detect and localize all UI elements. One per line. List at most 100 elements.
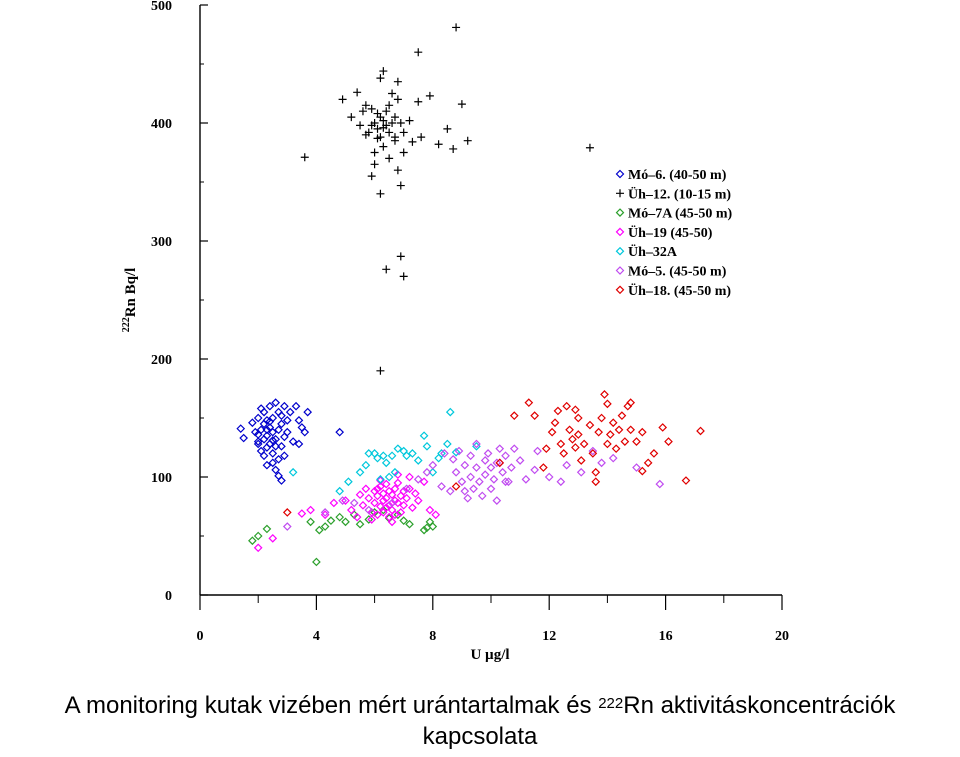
data-point — [346, 505, 356, 515]
data-point — [405, 116, 414, 125]
y-axis-title-main: Rn Bq/l — [123, 268, 139, 318]
data-point — [568, 434, 577, 444]
data-point — [632, 437, 641, 446]
legend-label: Mó–6. (40-50 m) — [628, 168, 727, 183]
data-point — [338, 496, 347, 505]
data-point — [402, 484, 411, 494]
data-point — [472, 463, 481, 472]
data-point — [562, 401, 572, 411]
data-point — [253, 413, 263, 423]
data-point — [501, 451, 510, 461]
data-point — [385, 154, 394, 163]
legend: Mó–6. (40-50 m) Üh–12. (10-15 m) Mó–7A (45… — [615, 168, 733, 299]
x-tick-label: 4 — [313, 629, 320, 644]
data-point — [358, 107, 367, 116]
data-point — [393, 77, 402, 86]
data-point — [376, 189, 385, 198]
legend-marker — [616, 189, 624, 198]
data-point — [387, 451, 397, 461]
data-point — [390, 510, 400, 520]
data-point — [384, 472, 394, 482]
data-point — [314, 525, 324, 535]
data-point — [405, 472, 414, 482]
data-point — [352, 512, 362, 522]
data-point — [492, 496, 502, 505]
data-point — [402, 493, 411, 503]
data-point — [355, 490, 365, 500]
data-point — [521, 475, 531, 484]
data-point — [579, 439, 589, 449]
data-point — [376, 366, 385, 375]
data-point — [367, 121, 376, 130]
data-point — [306, 505, 315, 515]
data-point — [419, 525, 429, 535]
data-point — [265, 417, 275, 426]
data-point — [390, 484, 400, 494]
data-point — [603, 439, 612, 449]
data-point — [585, 420, 595, 430]
data-point — [544, 472, 554, 482]
y-tick-label: 100 — [151, 471, 172, 486]
x-tick-label: 8 — [429, 629, 436, 644]
data-point — [495, 444, 505, 454]
data-point — [355, 467, 365, 477]
y-axis-title-sup: 222 — [121, 317, 132, 332]
data-point — [419, 477, 429, 487]
data-point — [393, 498, 403, 508]
data-point — [370, 498, 379, 508]
data-point — [530, 411, 539, 420]
data-point — [571, 443, 580, 452]
data-point — [373, 510, 382, 520]
data-point — [367, 515, 377, 524]
data-point — [262, 425, 272, 435]
data-point — [253, 531, 263, 541]
legend-label: Üh–19 (45-50) — [628, 224, 713, 241]
data-point — [632, 463, 641, 472]
data-point — [472, 441, 481, 451]
data-point — [463, 493, 473, 503]
data-point — [268, 449, 278, 458]
data-point — [358, 500, 368, 510]
data-point — [507, 463, 516, 472]
data-point — [376, 74, 385, 83]
data-point — [425, 505, 435, 515]
data-point — [381, 493, 391, 503]
data-point — [361, 101, 370, 110]
data-point — [533, 446, 542, 456]
data-point — [399, 272, 408, 281]
x-axis-title: U µg/l — [470, 647, 509, 663]
data-point — [274, 425, 283, 435]
data-point — [338, 95, 347, 104]
data-point — [256, 404, 266, 413]
x-tick-label: 20 — [775, 629, 789, 644]
data-point — [475, 477, 484, 487]
data-point — [553, 406, 563, 416]
data-point — [303, 407, 313, 417]
data-point — [248, 536, 257, 546]
figure-caption: A monitoring kutak vizében mért urántart… — [0, 690, 960, 752]
data-point — [437, 482, 446, 491]
data-point — [588, 446, 598, 456]
data-point — [347, 113, 356, 122]
data-point — [253, 543, 263, 553]
data-point — [460, 460, 470, 470]
data-point — [329, 498, 339, 508]
data-point — [405, 484, 414, 494]
data-point — [399, 128, 408, 137]
data-point — [326, 516, 336, 526]
data-point — [410, 489, 420, 498]
data-point — [413, 475, 423, 484]
data-point — [282, 522, 292, 531]
data-point — [449, 144, 458, 153]
data-point — [460, 486, 470, 496]
data-point — [422, 467, 432, 477]
x-tick-label: 0 — [197, 629, 204, 644]
legend-label: Mó–5. (45-50 m) — [628, 265, 727, 280]
data-point — [649, 449, 659, 458]
data-point — [480, 456, 490, 465]
data-point — [300, 427, 310, 437]
data-point — [382, 107, 391, 116]
data-point — [451, 447, 461, 457]
data-point — [463, 136, 472, 145]
data-point — [390, 467, 400, 477]
